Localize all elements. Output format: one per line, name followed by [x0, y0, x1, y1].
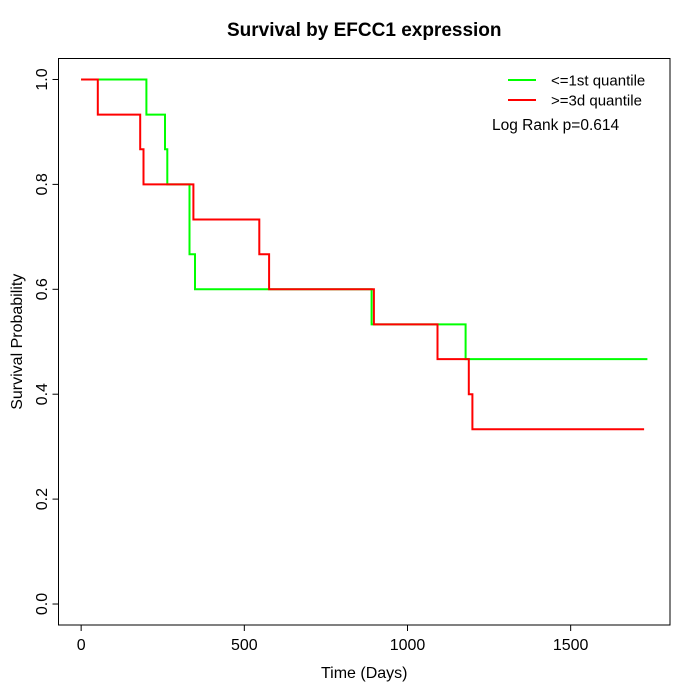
- x-tick-label: 1500: [553, 637, 589, 654]
- x-tick-label: 500: [231, 637, 258, 654]
- y-tick-label: 0.0: [34, 593, 51, 615]
- y-axis-label: Survival Probability: [9, 274, 26, 410]
- y-tick-label: 1.0: [34, 68, 51, 90]
- y-tick-label: 0.4: [34, 383, 51, 405]
- x-tick-label: 1000: [390, 637, 426, 654]
- y-tick-label: 0.6: [34, 278, 51, 300]
- log-rank-annotation: Log Rank p=0.614: [492, 117, 619, 134]
- survival-curve-high-expression: [81, 78, 645, 431]
- legend-label-low-expression: <=1st quantile: [551, 73, 645, 90]
- y-tick-label: 0.2: [34, 488, 51, 510]
- x-axis-label: Time (Days): [321, 665, 408, 682]
- y-tick-label: 0.8: [34, 173, 51, 195]
- legend-label-high-expression: >=3d quantile: [551, 93, 642, 110]
- plot-box: [58, 58, 671, 626]
- chart-title: Survival by EFCC1 expression: [227, 20, 502, 41]
- x-tick-label: 0: [77, 637, 86, 654]
